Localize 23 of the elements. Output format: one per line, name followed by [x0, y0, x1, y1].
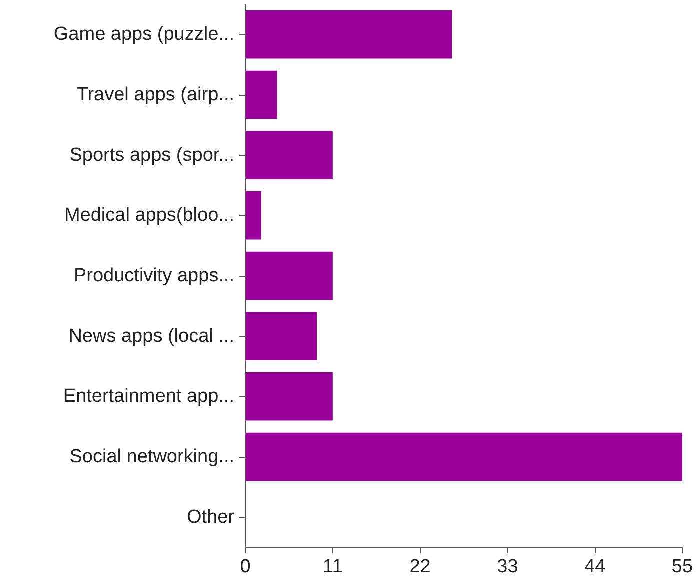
bar — [246, 252, 333, 300]
y-tick-label: Game apps (puzzle... — [54, 24, 235, 46]
x-tick-label: 11 — [323, 556, 343, 578]
bar — [246, 131, 333, 180]
y-tick-label: Social networking... — [70, 446, 235, 468]
y-tick-label: Other — [186, 506, 236, 528]
bar — [246, 372, 333, 421]
bar — [246, 312, 318, 360]
x-tick-label: 44 — [584, 556, 606, 578]
y-tick-label: Entertainment app... — [63, 386, 235, 408]
x-tick-label: 55 — [672, 556, 694, 578]
y-tick-label: Sports apps (spor... — [70, 144, 235, 166]
x-tick-label: 0 — [240, 556, 251, 578]
y-tick-label: Medical apps(bloo... — [64, 205, 235, 226]
bar — [246, 432, 682, 482]
x-tick-label: 22 — [410, 556, 431, 578]
bar — [246, 10, 452, 59]
x-tick-label: 33 — [497, 556, 518, 578]
bar — [246, 70, 278, 120]
y-tick-label: Productivity apps... — [74, 266, 235, 286]
y-tick-label: Travel apps (airp... — [76, 84, 234, 106]
bar — [246, 192, 262, 240]
y-tick-label: News apps (local ... — [68, 326, 235, 347]
